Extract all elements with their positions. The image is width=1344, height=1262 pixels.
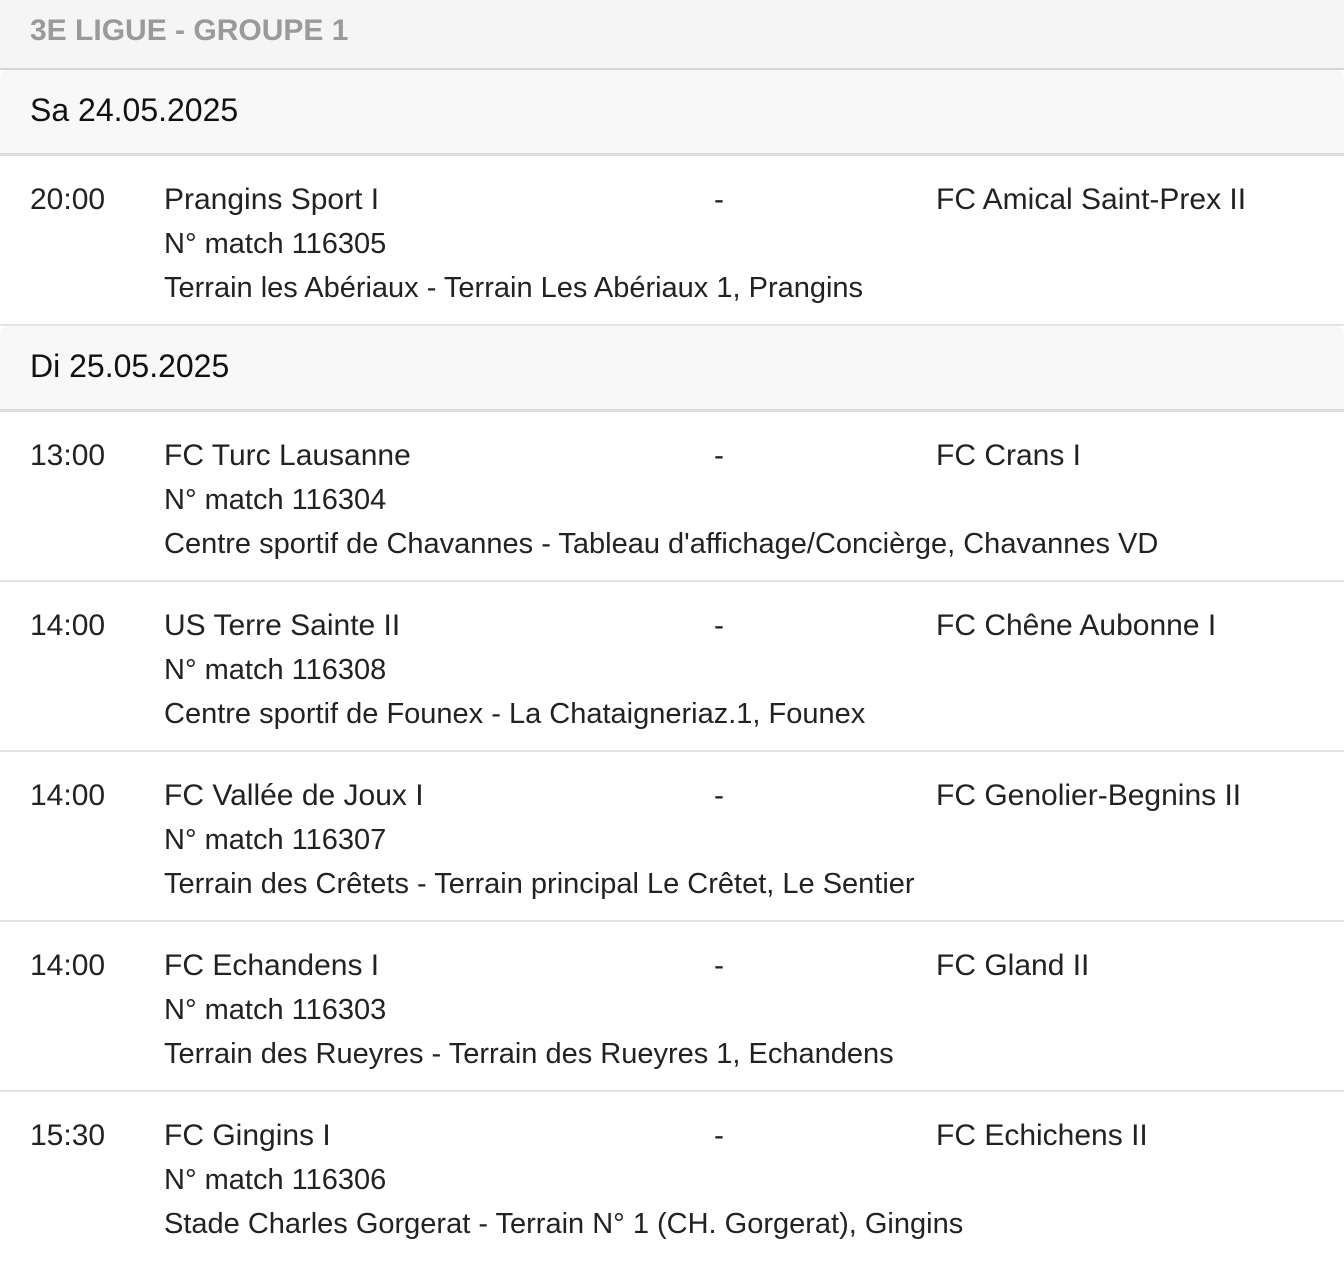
match-time: 20:00 [30,183,106,216]
match-row[interactable]: 14:00 FC Vallée de Joux I - FC Genolier-Beg… [0,752,1344,922]
date-header: Sa 24.05.2025 [0,70,1344,156]
match-time: 14:00 [30,779,106,812]
match-number: N° match 116305 [164,228,387,260]
match-number: N° match 116306 [164,1164,387,1196]
date-header: Di 25.05.2025 [0,326,1344,412]
score-separator: - [714,183,724,216]
score-separator: - [714,609,724,642]
score-separator: - [714,439,724,472]
score-separator: - [714,949,724,982]
match-number: N° match 116308 [164,654,387,686]
home-team[interactable]: FC Echandens I [164,949,380,982]
group-title: 3E LIGUE - GROUPE 1 [0,0,1344,70]
score-separator: - [714,779,724,812]
match-venue: Centre sportif de Chavannes - Tableau d'… [164,528,1159,560]
match-number: N° match 116304 [164,484,387,516]
match-row[interactable]: 14:00 FC Echandens I - FC Gland II N° match … [0,922,1344,1092]
score-separator: - [714,1119,724,1152]
away-team[interactable]: FC Amical Saint-Prex II [936,183,1247,216]
home-team[interactable]: FC Gingins I [164,1119,331,1152]
home-team[interactable]: FC Turc Lausanne [164,439,411,472]
match-venue: Terrain les Abériaux - Terrain Les Abéri… [164,272,864,304]
match-time: 13:00 [30,439,106,472]
match-number: N° match 116303 [164,994,387,1026]
away-team[interactable]: FC Crans I [936,439,1082,472]
match-time: 14:00 [30,949,106,982]
match-row[interactable]: 20:00 Prangins Sport I - FC Amical Saint-Pr… [0,156,1344,326]
away-team[interactable]: FC Chêne Aubonne I [936,609,1217,642]
match-row[interactable]: 13:00 FC Turc Lausanne - FC Crans I N° match… [0,412,1344,582]
home-team[interactable]: US Terre Sainte II [164,609,401,642]
home-team[interactable]: Prangins Sport I [164,183,380,216]
away-team[interactable]: FC Genolier-Begnins II [936,779,1242,812]
match-row[interactable]: 14:00 US Terre Sainte II - FC Chêne Aubonne… [0,582,1344,752]
home-team[interactable]: FC Vallée de Joux I [164,779,424,812]
match-row[interactable]: 15:30 FC Gingins I - FC Echichens II N° matc… [0,1092,1344,1262]
match-venue: Terrain des Rueyres - Terrain des Rueyre… [164,1038,894,1070]
match-venue: Terrain des Crêtets - Terrain principal … [164,868,915,900]
match-time: 15:30 [30,1119,106,1152]
match-venue: Stade Charles Gorgerat - Terrain N° 1 (C… [164,1208,964,1240]
away-team[interactable]: FC Echichens II [936,1119,1148,1152]
match-venue: Centre sportif de Founex - La Chataigner… [164,698,866,730]
match-number: N° match 116307 [164,824,387,856]
match-time: 14:00 [30,609,106,642]
match-list: Sa 24.05.2025 20:00 Prangins Sport I - FC Am… [0,70,1344,1262]
away-team[interactable]: FC Gland II [936,949,1090,982]
